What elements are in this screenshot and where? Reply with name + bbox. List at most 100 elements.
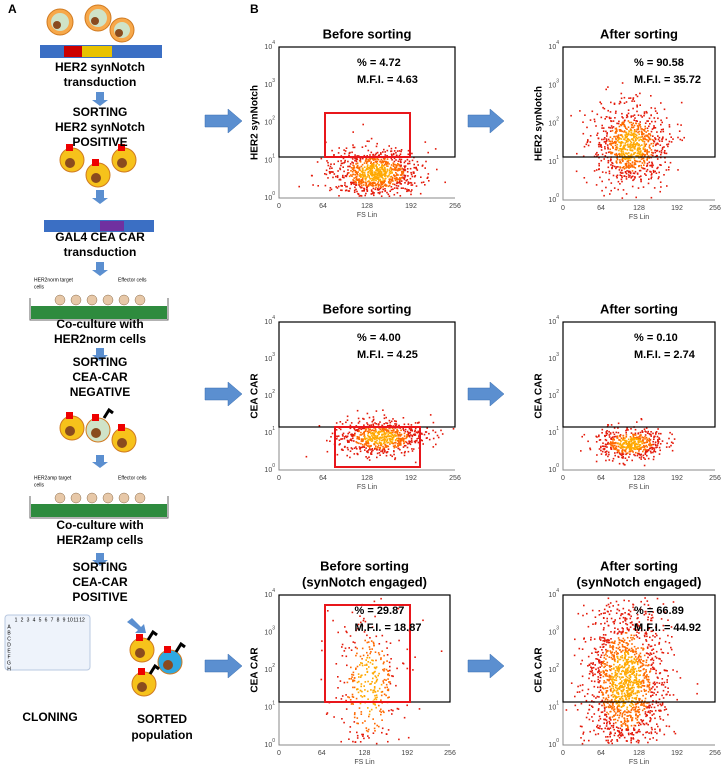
step-text: POSITIVE <box>72 135 127 149</box>
panel-label: B <box>250 2 259 16</box>
y-tick-label: 101 <box>548 701 559 712</box>
tick-exponent: 1 <box>556 426 559 432</box>
tick-base: 10 <box>548 704 556 711</box>
cloning-label: CLONING <box>22 710 77 724</box>
x-axis-label: FS Lin <box>357 484 377 491</box>
tick-base: 10 <box>548 159 556 166</box>
plate-col: 10 <box>67 617 73 623</box>
tick-exponent: 2 <box>272 389 275 395</box>
flow-plot: After sorting(synNotch engaged) 0 64 128 192… <box>534 558 721 765</box>
gate <box>562 321 716 428</box>
y-tick-label: 101 <box>548 155 559 166</box>
tick-exponent: 2 <box>272 663 275 669</box>
x-tick-label: 128 <box>633 475 645 482</box>
y-tick-label: 101 <box>548 426 559 437</box>
x-tick-label: 0 <box>561 750 565 757</box>
plate-col: 4 <box>33 617 36 623</box>
flow-plot: Before sorting(synNotch engaged) 0 64 128 19… <box>250 558 456 765</box>
y-tick-label: 104 <box>548 588 559 599</box>
x-tick-label: 192 <box>671 475 683 482</box>
x-tick-label: 64 <box>318 750 326 757</box>
tick-exponent: 3 <box>272 352 275 358</box>
y-tick-label: 100 <box>548 463 559 474</box>
y-tick-label: 100 <box>264 738 275 749</box>
tick-exponent: 4 <box>556 40 559 46</box>
tick-base: 10 <box>264 467 272 474</box>
step-text: SORTING <box>73 560 128 574</box>
dot-cloud <box>305 409 455 464</box>
y-tick-label: 102 <box>264 116 275 127</box>
axis <box>278 322 455 471</box>
gate <box>562 594 716 703</box>
x-tick-label: 192 <box>401 750 413 757</box>
tick-base: 10 <box>264 157 272 164</box>
tick-base: 10 <box>264 356 272 363</box>
plate-col: 3 <box>27 617 30 623</box>
plate-col: 9 <box>63 617 66 623</box>
x-axis-label: FS Lin <box>629 484 649 491</box>
tick-exponent: 1 <box>556 701 559 707</box>
step-text: SORTING <box>73 105 128 119</box>
tick-base: 10 <box>548 319 556 326</box>
x-axis-label: FS Lin <box>629 214 649 221</box>
tick-base: 10 <box>264 742 272 749</box>
plate-col: 1 <box>15 617 18 623</box>
plate-row: D <box>7 642 11 648</box>
dot-cloud <box>320 597 443 745</box>
step-text: HER2 synNotch <box>55 120 145 134</box>
y-tick-label: 101 <box>264 154 275 165</box>
tick-exponent: 2 <box>556 663 559 669</box>
x-tick-label: 64 <box>597 475 605 482</box>
x-tick-label: 64 <box>319 475 327 482</box>
dish-label: cells <box>34 482 45 488</box>
plate-row: F <box>7 654 10 660</box>
tick-base: 10 <box>548 467 556 474</box>
plot-title: After sorting <box>600 26 678 41</box>
gate-stat: % = 29.87 <box>355 605 405 617</box>
tick-exponent: 3 <box>556 79 559 85</box>
y-tick-label: 100 <box>264 463 275 474</box>
panel-label: A <box>8 2 17 16</box>
tick-exponent: 0 <box>272 191 275 197</box>
tick-base: 10 <box>548 667 556 674</box>
plot-title: Before sorting <box>323 301 412 316</box>
tick-base: 10 <box>264 195 272 202</box>
x-tick-label: 64 <box>319 203 327 210</box>
tick-base: 10 <box>264 393 272 400</box>
y-tick-label: 103 <box>264 352 275 363</box>
tick-base: 10 <box>264 667 272 674</box>
x-tick-label: 0 <box>561 205 565 212</box>
tick-exponent: 4 <box>272 315 275 321</box>
y-tick-label: 103 <box>264 78 275 89</box>
y-axis-label: HER2 synNotch <box>250 85 261 160</box>
x-tick-label: 128 <box>633 205 645 212</box>
step-text: Co-culture with <box>56 518 143 532</box>
tick-base: 10 <box>548 356 556 363</box>
dish-label: Effector cells <box>118 277 147 283</box>
x-tick-label: 256 <box>709 475 721 482</box>
block-arrows <box>204 108 505 679</box>
plate-col: 5 <box>39 617 42 623</box>
tick-base: 10 <box>264 319 272 326</box>
x-tick-label: 256 <box>449 203 461 210</box>
y-tick-label: 100 <box>548 738 559 749</box>
tick-exponent: 4 <box>556 588 559 594</box>
dot-cloud <box>565 597 699 745</box>
tick-base: 10 <box>548 430 556 437</box>
sort-gate <box>324 604 411 703</box>
tick-exponent: 4 <box>272 40 275 46</box>
step-text: POSITIVE <box>72 590 127 604</box>
y-tick-label: 103 <box>548 79 559 90</box>
plate-row: C <box>7 636 11 642</box>
gate-stat: M.F.I. = 35.72 <box>634 74 701 86</box>
x-tick-label: 256 <box>449 475 461 482</box>
x-axis-label: FS Lin <box>354 759 374 766</box>
tick-exponent: 0 <box>556 193 559 199</box>
plot-title: Before sorting <box>320 558 409 573</box>
axis <box>278 595 450 746</box>
y-tick-label: 102 <box>264 389 275 400</box>
x-tick-label: 192 <box>671 205 683 212</box>
